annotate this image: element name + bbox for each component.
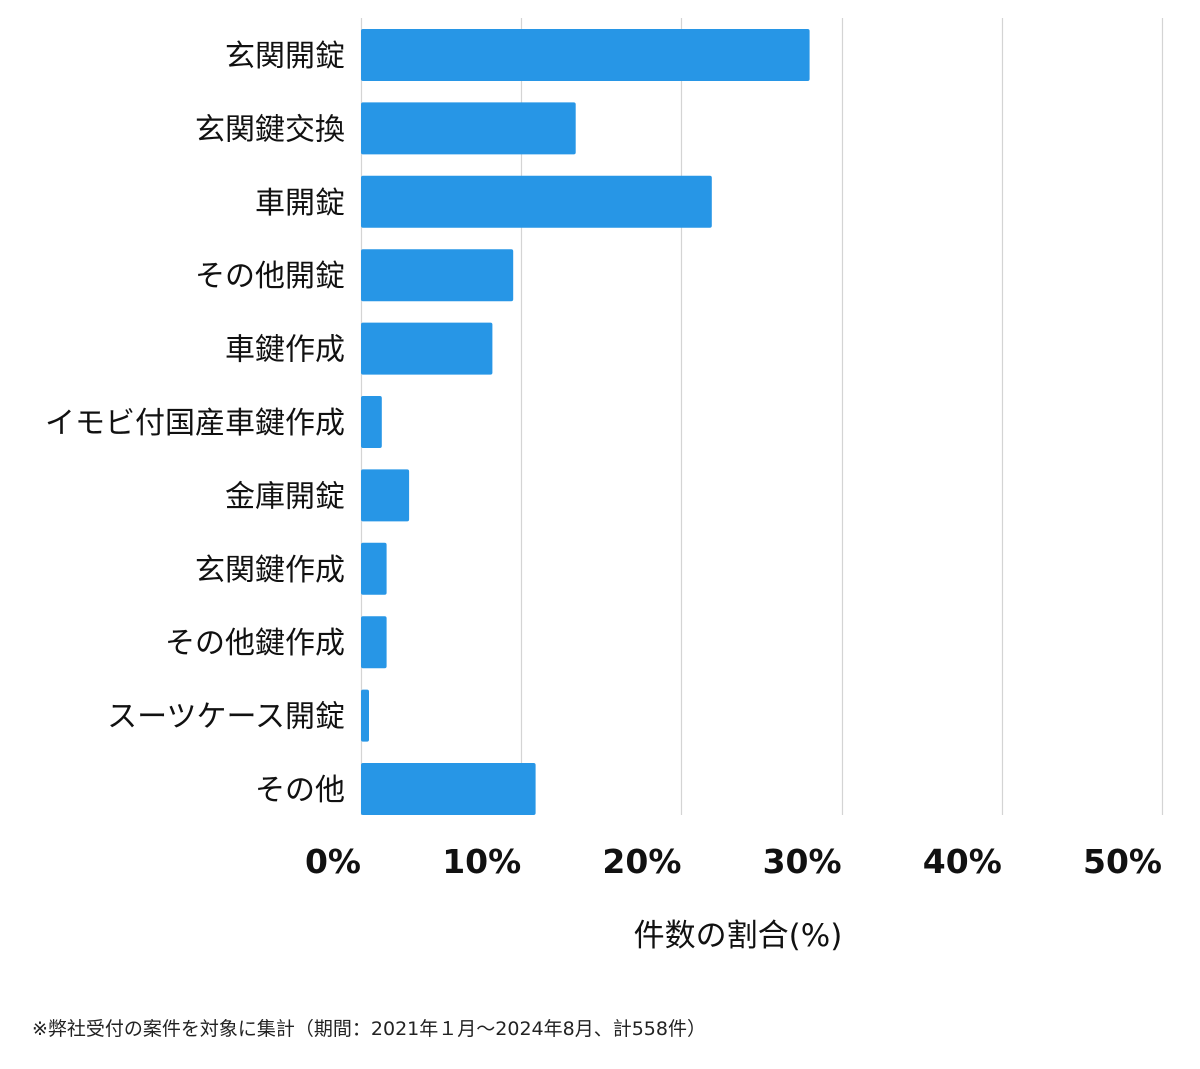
category-labels: 玄関開錠玄関鍵交換車開錠その他開錠車鍵作成イモビ付国産車鍵作成金庫開錠玄関鍵作成…: [45, 39, 345, 808]
bar: [361, 616, 387, 669]
category-label: 車開錠: [255, 186, 345, 221]
bar: [361, 763, 536, 815]
category-label: 車鍵作成: [225, 333, 345, 368]
bar: [361, 322, 493, 375]
x-tick-labels: 0% 10% 20% 30% 40% 50%: [305, 842, 1162, 881]
bar: [361, 542, 387, 595]
category-label: 玄関鍵作成: [195, 553, 345, 588]
bar: [361, 175, 712, 228]
x-tick-label: 0%: [305, 842, 361, 881]
category-label: その他: [255, 773, 345, 808]
bar: [361, 102, 576, 155]
bar: [361, 469, 410, 522]
bar: [361, 689, 369, 742]
x-tick-label: 50%: [1083, 842, 1162, 881]
category-label: 金庫開錠: [225, 479, 345, 514]
category-label: スーツケース開錠: [107, 700, 345, 735]
x-tick-label: 20%: [602, 842, 681, 881]
bar: [361, 249, 514, 302]
x-tick-label: 30%: [763, 842, 842, 881]
category-label: 玄関鍵交換: [195, 112, 345, 147]
x-tick-label: 10%: [442, 842, 521, 881]
bar: [361, 29, 810, 81]
footnote: ※弊社受付の案件を対象に集計（期間：2021年１月～2024年8月、計558件）: [32, 1018, 706, 1040]
x-axis-title: 件数の割合(%): [634, 918, 843, 954]
category-label: イモビ付国産車鍵作成: [45, 406, 345, 441]
category-label: 玄関開錠: [225, 39, 345, 74]
bar: [361, 396, 382, 448]
category-label: その他開錠: [195, 259, 345, 294]
x-tick-label: 40%: [923, 842, 1002, 881]
category-label: その他鍵作成: [165, 626, 345, 661]
bars: [361, 29, 810, 815]
